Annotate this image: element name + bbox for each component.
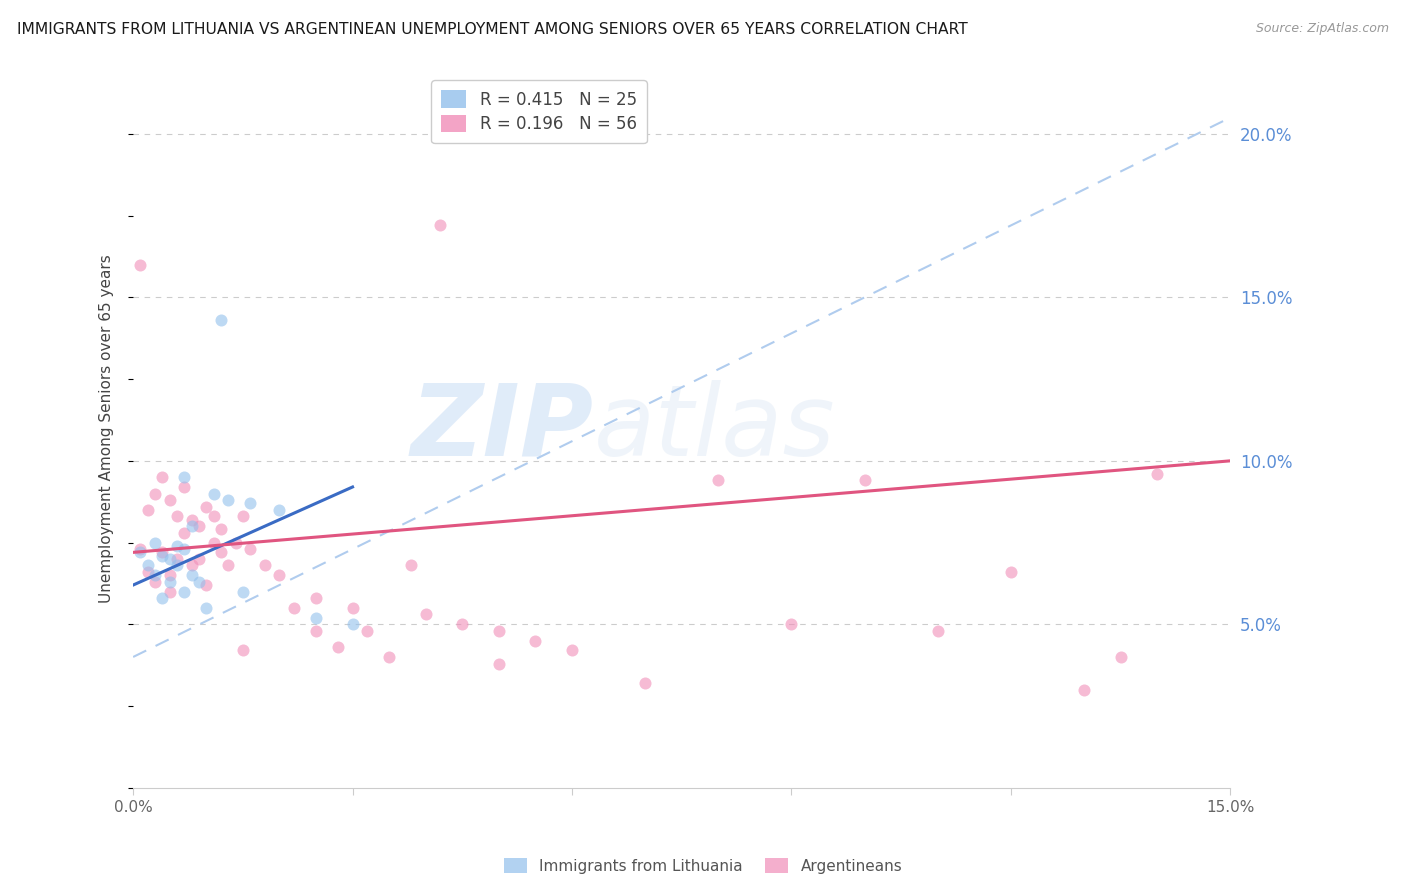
Point bbox=[180, 558, 202, 573]
Point bbox=[195, 578, 218, 592]
Point bbox=[217, 493, 239, 508]
Point bbox=[342, 617, 364, 632]
Point bbox=[707, 474, 730, 488]
Point bbox=[269, 503, 291, 517]
Point bbox=[305, 624, 328, 638]
Text: Source: ZipAtlas.com: Source: ZipAtlas.com bbox=[1256, 22, 1389, 36]
Point bbox=[1073, 682, 1095, 697]
Point bbox=[239, 542, 262, 557]
Point bbox=[136, 503, 159, 517]
Text: IMMIGRANTS FROM LITHUANIA VS ARGENTINEAN UNEMPLOYMENT AMONG SENIORS OVER 65 YEAR: IMMIGRANTS FROM LITHUANIA VS ARGENTINEAN… bbox=[17, 22, 967, 37]
Y-axis label: Unemployment Among Seniors over 65 years: Unemployment Among Seniors over 65 years bbox=[100, 253, 114, 602]
Point bbox=[166, 558, 188, 573]
Point bbox=[202, 509, 225, 524]
Point bbox=[187, 552, 209, 566]
Point bbox=[166, 552, 188, 566]
Point bbox=[232, 584, 254, 599]
Point bbox=[150, 549, 173, 563]
Point bbox=[195, 500, 218, 514]
Point bbox=[239, 496, 262, 510]
Point bbox=[209, 313, 232, 327]
Point bbox=[159, 493, 181, 508]
Point bbox=[173, 584, 195, 599]
Point bbox=[524, 633, 547, 648]
Point bbox=[253, 558, 276, 573]
Point bbox=[927, 624, 949, 638]
Text: ZIP: ZIP bbox=[411, 380, 593, 476]
Point bbox=[173, 480, 195, 494]
Point bbox=[399, 558, 422, 573]
Point bbox=[326, 640, 349, 655]
Point bbox=[561, 643, 583, 657]
Point bbox=[143, 535, 166, 549]
Point bbox=[166, 509, 188, 524]
Point bbox=[129, 545, 152, 559]
Point bbox=[187, 519, 209, 533]
Point bbox=[195, 601, 218, 615]
Point bbox=[173, 470, 195, 484]
Point bbox=[173, 542, 195, 557]
Point bbox=[202, 535, 225, 549]
Point bbox=[378, 650, 401, 665]
Point bbox=[225, 535, 247, 549]
Point bbox=[159, 584, 181, 599]
Point bbox=[305, 611, 328, 625]
Point bbox=[780, 617, 803, 632]
Point bbox=[488, 657, 510, 671]
Point bbox=[159, 552, 181, 566]
Point bbox=[143, 574, 166, 589]
Point bbox=[187, 574, 209, 589]
Point bbox=[159, 574, 181, 589]
Point bbox=[129, 258, 152, 272]
Point bbox=[283, 601, 305, 615]
Point bbox=[180, 513, 202, 527]
Point bbox=[209, 523, 232, 537]
Point bbox=[180, 519, 202, 533]
Point bbox=[129, 542, 152, 557]
Point bbox=[166, 539, 188, 553]
Point bbox=[136, 558, 159, 573]
Point bbox=[232, 509, 254, 524]
Point bbox=[202, 486, 225, 500]
Point bbox=[136, 565, 159, 579]
Point bbox=[488, 624, 510, 638]
Text: atlas: atlas bbox=[593, 380, 835, 476]
Point bbox=[1146, 467, 1168, 481]
Point bbox=[1109, 650, 1132, 665]
Point bbox=[150, 591, 173, 606]
Point bbox=[143, 486, 166, 500]
Point bbox=[1000, 565, 1022, 579]
Point bbox=[634, 676, 657, 690]
Legend: Immigrants from Lithuania, Argentineans: Immigrants from Lithuania, Argentineans bbox=[498, 852, 908, 880]
Point bbox=[209, 545, 232, 559]
Point bbox=[429, 219, 451, 233]
Point bbox=[415, 607, 437, 622]
Point bbox=[150, 470, 173, 484]
Point bbox=[150, 545, 173, 559]
Point bbox=[342, 601, 364, 615]
Point bbox=[173, 525, 195, 540]
Point bbox=[356, 624, 378, 638]
Point bbox=[143, 568, 166, 582]
Point bbox=[853, 474, 876, 488]
Point bbox=[451, 617, 474, 632]
Legend: R = 0.415   N = 25, R = 0.196   N = 56: R = 0.415 N = 25, R = 0.196 N = 56 bbox=[432, 80, 647, 144]
Point bbox=[305, 591, 328, 606]
Point bbox=[269, 568, 291, 582]
Point bbox=[180, 568, 202, 582]
Point bbox=[232, 643, 254, 657]
Point bbox=[159, 568, 181, 582]
Point bbox=[217, 558, 239, 573]
